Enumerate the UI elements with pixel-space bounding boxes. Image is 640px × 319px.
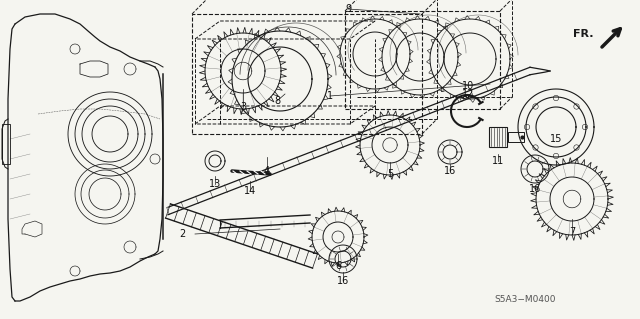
Bar — [508, 132, 524, 142]
Text: 9: 9 — [345, 4, 351, 14]
Text: 1: 1 — [327, 91, 333, 101]
Text: 16: 16 — [444, 166, 456, 176]
Text: 2: 2 — [179, 229, 185, 239]
Text: S5A3−M0400: S5A3−M0400 — [494, 295, 556, 304]
Bar — [2, 124, 10, 164]
Text: 12: 12 — [462, 89, 474, 99]
Text: 16: 16 — [337, 276, 349, 286]
Text: 15: 15 — [550, 134, 562, 144]
Text: 3: 3 — [240, 102, 246, 112]
Text: 14: 14 — [244, 186, 256, 196]
Text: 8: 8 — [274, 96, 280, 106]
Text: 11: 11 — [492, 156, 504, 166]
Bar — [345, 11, 500, 109]
Text: 7: 7 — [569, 227, 575, 237]
Text: 6: 6 — [335, 261, 341, 271]
Text: 5: 5 — [387, 169, 393, 179]
Text: FR.: FR. — [573, 29, 593, 39]
Text: 16: 16 — [529, 184, 541, 194]
Text: 10: 10 — [462, 81, 474, 91]
Text: 13: 13 — [209, 179, 221, 189]
Bar — [192, 14, 422, 134]
Text: 4: 4 — [264, 166, 270, 176]
Bar — [489, 127, 507, 147]
